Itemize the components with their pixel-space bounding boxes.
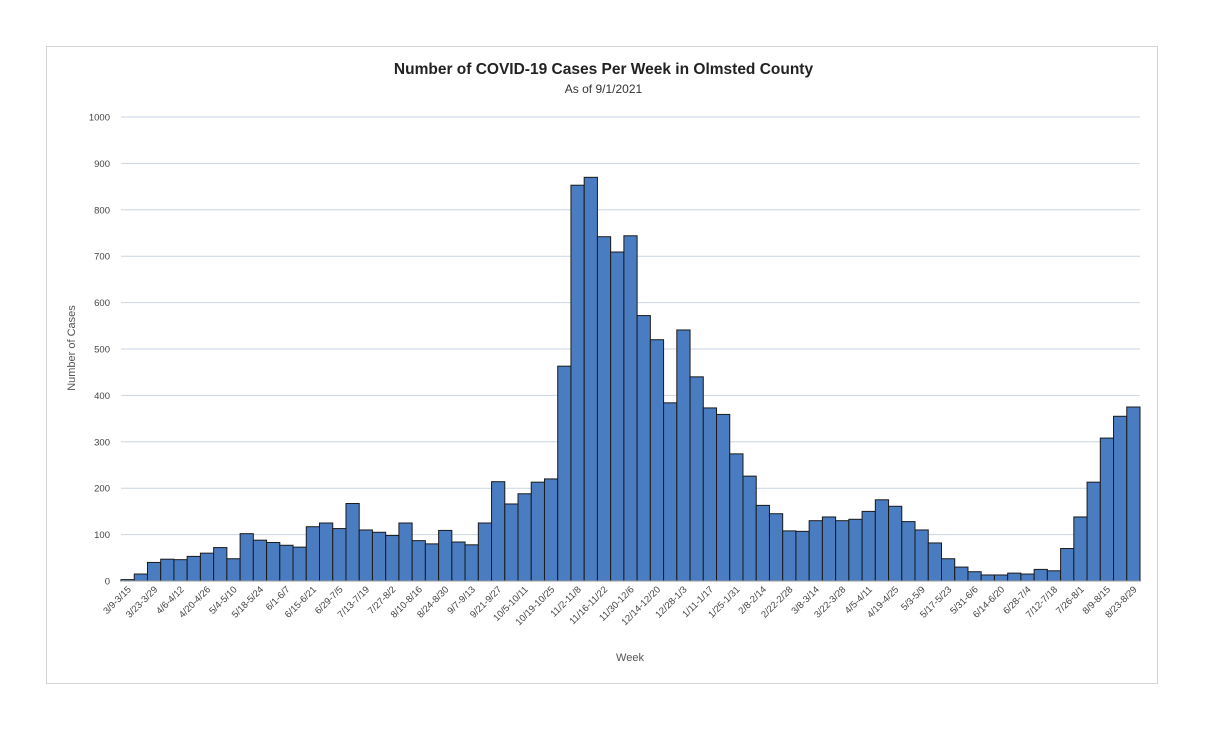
bar-week-37 — [596, 236, 612, 582]
bar-week-20 — [371, 531, 387, 582]
bar-week-11 — [252, 539, 268, 582]
bar-week-38 — [610, 251, 625, 582]
bar-week-10 — [239, 533, 254, 582]
bar-week-57 — [861, 510, 876, 582]
bar-week-48 — [742, 475, 757, 582]
bar-week-5 — [173, 559, 188, 582]
bar-week-35 — [570, 184, 585, 582]
x-axis-ticks: 3/9-3/153/23-3/294/6-4/124/20-4/265/4-5/… — [101, 584, 1139, 628]
bar-week-60 — [901, 521, 916, 582]
bar-week-52 — [795, 530, 810, 582]
y-tick-label: 700 — [94, 252, 110, 263]
bar-week-4 — [160, 558, 175, 582]
bar-week-3 — [146, 561, 162, 582]
bar-week-61 — [914, 529, 929, 582]
y-tick-label: 600 — [94, 298, 110, 309]
bar-week-54 — [821, 516, 837, 582]
bar-week-46 — [716, 413, 731, 582]
bar-week-2 — [133, 573, 148, 582]
bar-week-64 — [954, 566, 969, 582]
bar-week-21 — [385, 535, 400, 582]
bar-week-67 — [993, 574, 1009, 582]
bar-week-16 — [319, 522, 334, 582]
bar-week-39 — [623, 235, 638, 582]
bar-week-49 — [755, 504, 770, 582]
y-tick-label: 800 — [94, 205, 110, 216]
bar-week-50 — [768, 513, 784, 582]
bar-week-73 — [1073, 516, 1088, 582]
bar-week-9 — [226, 558, 241, 582]
bar-week-74 — [1086, 481, 1101, 582]
chart-title: Number of COVID-19 Cases Per Week in Olm… — [393, 61, 814, 78]
bar-week-62 — [927, 542, 942, 582]
bar-week-77 — [1126, 406, 1141, 582]
bar-week-68 — [1007, 572, 1022, 582]
x-tick-label: 7/26-8/1 — [1054, 584, 1086, 616]
bar-week-56 — [848, 518, 863, 582]
bar-week-42 — [663, 402, 678, 582]
y-tick-label: 400 — [94, 391, 110, 402]
bar-week-25 — [438, 529, 453, 582]
bar-week-71 — [1046, 570, 1062, 582]
y-axis-ticks: 0 100 200 300 400 500 600 700 800 900 1000 — [89, 113, 110, 588]
bar-week-43 — [676, 329, 691, 582]
bar-week-17 — [332, 528, 347, 582]
bar-week-26 — [451, 541, 466, 582]
bar-week-18 — [345, 503, 360, 582]
bar-week-12 — [266, 541, 281, 582]
bar-week-47 — [729, 453, 744, 582]
bar-week-13 — [279, 544, 294, 582]
bar-week-40 — [636, 315, 651, 582]
bar-week-70 — [1033, 568, 1048, 582]
x-axis-label: Week — [616, 652, 644, 664]
bar-week-51 — [782, 530, 797, 582]
bar-week-32 — [530, 481, 545, 582]
y-tick-label: 0 — [105, 577, 110, 588]
y-tick-label: 100 — [94, 530, 110, 541]
y-tick-label: 200 — [94, 484, 110, 495]
y-tick-label: 900 — [94, 159, 110, 170]
bar-week-69 — [1020, 573, 1035, 582]
y-tick-label: 500 — [94, 345, 110, 356]
bar-week-23 — [411, 540, 426, 582]
bar-week-6 — [186, 555, 201, 582]
bar-week-28 — [477, 522, 493, 582]
bar-week-27 — [464, 544, 479, 582]
bar-week-8 — [213, 547, 228, 582]
bar-week-58 — [874, 499, 890, 582]
bar-week-41 — [649, 339, 665, 582]
bar-week-59 — [888, 505, 903, 582]
bar-week-30 — [504, 503, 519, 582]
bar-week-7 — [199, 552, 215, 582]
bar-week-22 — [398, 522, 413, 582]
bar-week-34 — [557, 365, 572, 582]
bar-week-75 — [1099, 437, 1115, 582]
bar-week-14 — [292, 546, 307, 582]
bar-week-65 — [967, 571, 982, 582]
bar-week-31 — [517, 493, 532, 582]
bar-week-76 — [1113, 415, 1128, 582]
bar-week-15 — [305, 526, 321, 582]
bar-week-44 — [689, 376, 704, 582]
bar-week-66 — [980, 574, 995, 582]
bar-week-63 — [940, 558, 956, 582]
bar-week-72 — [1060, 548, 1075, 582]
bars — [120, 176, 1141, 582]
y-tick-label: 300 — [94, 437, 110, 448]
bar-week-33 — [543, 478, 559, 582]
bar-week-24 — [424, 543, 440, 582]
bar-week-19 — [358, 529, 373, 582]
bar-week-53 — [808, 520, 823, 582]
y-tick-label: 1000 — [89, 113, 110, 124]
bar-week-55 — [835, 520, 850, 582]
chart-subtitle: As of 9/1/2021 — [564, 82, 643, 96]
bar-week-36 — [583, 176, 598, 582]
bar-week-29 — [491, 481, 506, 582]
bar-week-45 — [702, 407, 718, 582]
